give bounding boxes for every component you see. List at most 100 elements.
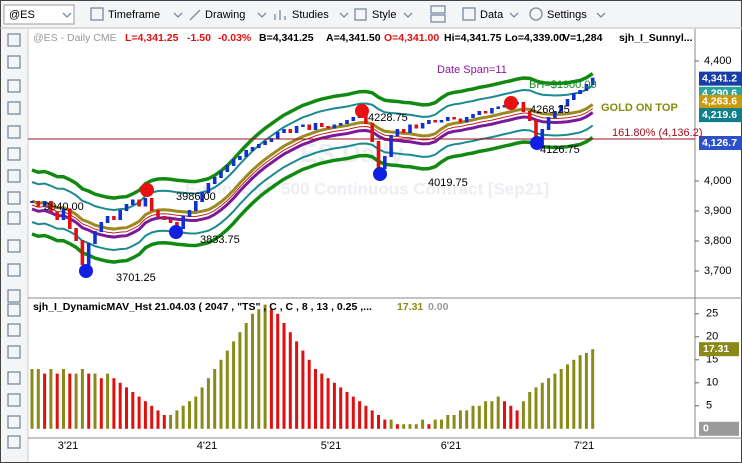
candle <box>257 144 261 148</box>
tool-button[interactable] <box>7 101 21 115</box>
histogram-bar <box>238 332 242 429</box>
indicator-tick-label: 25 <box>706 308 718 320</box>
histogram-bar <box>471 405 475 429</box>
tool-button[interactable] <box>7 393 21 407</box>
histogram-bar <box>496 396 500 429</box>
toolbar-button[interactable]: Settings <box>547 9 587 21</box>
price-marker <box>699 135 742 150</box>
candle <box>282 129 286 133</box>
histogram-bar <box>566 364 569 429</box>
tool-button[interactable] <box>7 33 21 47</box>
layout-icon[interactable] <box>430 5 446 14</box>
candle <box>99 222 104 232</box>
candle <box>80 240 85 265</box>
tool-button[interactable] <box>7 435 21 449</box>
histogram-bar <box>137 396 141 429</box>
swing-low-dot <box>530 136 544 150</box>
point-label: 3940.00 <box>44 201 84 213</box>
histogram-bar <box>427 424 431 429</box>
toolbar-button[interactable]: Style <box>372 9 396 21</box>
candle <box>370 123 374 142</box>
candle <box>301 124 305 127</box>
tool-button[interactable] <box>7 323 21 337</box>
candle <box>194 201 198 211</box>
candle <box>401 129 406 133</box>
open: O=4,341.00 <box>384 32 439 44</box>
histogram-bar <box>326 378 330 429</box>
histogram-bar <box>345 392 349 429</box>
candle <box>433 120 437 123</box>
tool-button[interactable] <box>7 79 21 93</box>
histogram-bar <box>131 392 135 429</box>
candle <box>187 210 192 217</box>
candle <box>294 126 299 133</box>
candle <box>275 132 280 139</box>
data-icon <box>462 7 476 21</box>
candle <box>86 243 91 265</box>
candle <box>490 108 494 114</box>
price-marker <box>699 108 742 123</box>
histogram-bar <box>143 401 147 429</box>
toolbar-buttons: Timeframe Drawing Studies Style Data Set… <box>90 5 606 23</box>
histogram-bar <box>251 313 254 429</box>
dropdown-arrow <box>596 12 606 18</box>
toolbar-button[interactable]: Drawing <box>205 9 245 21</box>
tool-button[interactable] <box>7 169 21 183</box>
tool-button[interactable] <box>7 211 21 225</box>
candle <box>42 201 47 207</box>
drawing-icon <box>189 9 201 21</box>
tool-button[interactable] <box>7 303 21 317</box>
histogram-bar <box>320 373 324 429</box>
histogram-bar <box>421 419 425 429</box>
histogram-bar <box>62 369 65 429</box>
candle <box>471 114 475 118</box>
tool-button[interactable] <box>7 289 21 303</box>
tool-button[interactable] <box>7 125 21 139</box>
toolbar-button[interactable]: Data <box>480 9 504 21</box>
histogram-bar <box>414 424 418 429</box>
tool-button[interactable] <box>7 55 21 69</box>
dropdown-arrow <box>339 12 349 18</box>
tool-button[interactable] <box>7 191 21 205</box>
candle <box>458 118 463 123</box>
price-tick-label: 3,900 <box>704 205 732 217</box>
toolbar-button[interactable]: Studies <box>292 9 329 21</box>
symbol-input[interactable] <box>3 4 75 25</box>
point-label: 3833.75 <box>200 234 240 246</box>
tool-button[interactable] <box>7 345 21 359</box>
histogram-bar <box>30 369 34 429</box>
candle <box>250 147 255 151</box>
histogram-bar <box>446 415 450 429</box>
tool-button[interactable] <box>7 371 21 385</box>
candle <box>225 165 230 172</box>
indicator-marker-label: 0 <box>703 423 709 435</box>
histogram-bar <box>509 405 513 429</box>
gold-label: GOLD ON TOP <box>601 102 678 114</box>
point-label: 3701.25 <box>116 272 156 284</box>
study-name: sjh_I_Sunnyl... <box>619 32 693 44</box>
histogram-bar <box>572 359 576 429</box>
histogram-bar <box>263 304 267 429</box>
candle <box>546 117 551 130</box>
date-label: 3'21 <box>58 440 78 452</box>
indicator-marker-label: 17.31 <box>703 343 729 355</box>
histogram-bar <box>484 401 488 429</box>
price-tick-label: 4,400 <box>704 55 732 67</box>
candle <box>131 199 135 205</box>
toolbar-button[interactable]: Timeframe <box>108 9 160 21</box>
tool-button[interactable] <box>7 415 21 429</box>
studies-icon <box>274 10 286 20</box>
tool-button[interactable] <box>7 263 21 277</box>
price-marker <box>699 94 742 109</box>
histogram-bar <box>332 382 336 429</box>
histogram-bar <box>433 419 437 429</box>
candle <box>307 124 311 130</box>
tool-button[interactable] <box>7 147 21 161</box>
indicator-tick-label: 15 <box>706 354 718 366</box>
tool-button[interactable] <box>7 239 21 253</box>
candle <box>565 99 570 106</box>
candle <box>219 171 223 178</box>
candle <box>36 201 41 207</box>
candle <box>521 102 526 112</box>
histogram-bar <box>591 349 595 429</box>
